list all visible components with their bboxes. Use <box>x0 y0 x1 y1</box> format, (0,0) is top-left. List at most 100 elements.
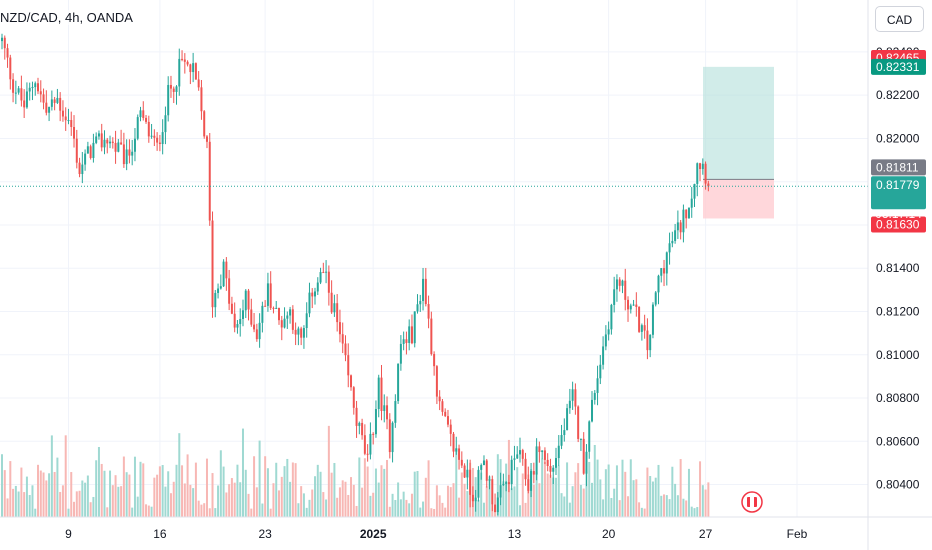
volume-bar <box>350 477 353 517</box>
volume-bar <box>463 483 466 517</box>
candle-body <box>604 334 607 347</box>
candle-body <box>383 405 386 411</box>
candle-body <box>255 329 258 340</box>
volume-bar <box>449 487 452 517</box>
candle-body <box>372 433 375 435</box>
candle-body <box>12 79 15 93</box>
candle-body <box>419 300 422 305</box>
volume-bar <box>618 500 621 517</box>
volume-bar <box>615 465 618 517</box>
volume-bar <box>701 485 704 517</box>
candle-body <box>438 396 441 402</box>
volume-bar <box>67 508 70 517</box>
candle-body <box>89 146 92 158</box>
volume-bar <box>86 475 89 517</box>
candle-body <box>181 58 184 60</box>
volume-bar <box>377 482 380 517</box>
volume-bar <box>649 476 652 517</box>
candle-body <box>86 146 89 154</box>
volume-bar <box>208 508 211 517</box>
candle-body <box>405 339 408 343</box>
candle-body <box>175 86 178 92</box>
volume-bar <box>200 504 203 517</box>
volume-bar <box>607 464 610 517</box>
candle-body <box>183 59 186 62</box>
candle-body <box>369 433 372 455</box>
candle-body <box>247 290 250 310</box>
volume-bar <box>225 492 228 517</box>
candle-body <box>61 110 64 117</box>
candle-body <box>253 324 256 330</box>
candle-body <box>366 453 369 455</box>
candle-body <box>314 291 317 297</box>
candle-body <box>67 120 70 122</box>
volume-bar <box>424 477 427 517</box>
symbol-title[interactable]: NZD/CAD, 4h, OANDA <box>0 10 133 25</box>
candle-body <box>649 334 652 351</box>
volume-bar <box>676 495 679 517</box>
grid-layer <box>0 0 868 517</box>
candle-body <box>153 135 156 138</box>
candle-body <box>117 142 120 152</box>
volume-bar <box>139 461 142 517</box>
volume-bar <box>690 506 693 517</box>
volume-bar <box>427 460 430 517</box>
candle-body <box>566 408 569 431</box>
candle-body <box>682 209 685 233</box>
volume-bar <box>532 484 535 517</box>
volume-bar <box>582 488 585 517</box>
candle-body <box>568 400 571 409</box>
candle-body <box>103 139 106 148</box>
candle-body <box>480 465 483 470</box>
candle-body <box>671 240 674 244</box>
stop-price-badge: 0.81630 <box>876 217 920 231</box>
volume-bar <box>568 502 571 517</box>
volume-bar <box>707 482 710 517</box>
candle-body <box>275 307 278 309</box>
candle-body <box>164 115 167 133</box>
volume-bar <box>674 483 677 517</box>
candle-body <box>189 64 192 73</box>
volume-bar <box>413 471 416 517</box>
current-price-badge-bg <box>871 176 926 210</box>
candle-body <box>39 91 42 95</box>
candle-body <box>42 94 45 103</box>
volume-bar <box>106 507 109 517</box>
candle-body <box>388 419 391 453</box>
candle-body <box>466 469 469 478</box>
volume-bar <box>266 468 269 517</box>
y-tick-label: 0.81200 <box>876 304 920 318</box>
volume-bar <box>613 488 616 517</box>
candle-body <box>200 87 203 112</box>
candle-body <box>239 318 242 325</box>
candle-body <box>336 303 339 323</box>
volume-bar <box>535 472 538 517</box>
volume-bar <box>566 462 569 517</box>
currency-button[interactable]: CAD <box>875 6 924 32</box>
y-tick-label: 0.80400 <box>876 478 920 492</box>
position-tool[interactable] <box>703 66 774 219</box>
volume-bar <box>488 476 491 517</box>
candle-body <box>399 343 402 364</box>
candle-body <box>607 329 610 335</box>
volume-bar <box>458 497 461 517</box>
candle-body <box>654 292 657 305</box>
volume-bar <box>250 508 253 517</box>
volume-bar <box>136 496 139 517</box>
candle-body <box>305 313 308 329</box>
candle-body <box>441 401 444 412</box>
candle-body <box>236 324 239 328</box>
volume-bar <box>397 482 400 517</box>
volume-bar <box>380 465 383 517</box>
volume-bar <box>84 482 87 517</box>
volume-bar <box>441 502 444 517</box>
volume-bar <box>120 486 123 517</box>
canada-flag-icon[interactable] <box>741 491 763 513</box>
volume-bar <box>591 482 594 517</box>
candle-body <box>278 307 280 321</box>
candle-body <box>640 325 643 332</box>
candle-body <box>380 377 383 411</box>
volume-bar <box>629 459 632 517</box>
